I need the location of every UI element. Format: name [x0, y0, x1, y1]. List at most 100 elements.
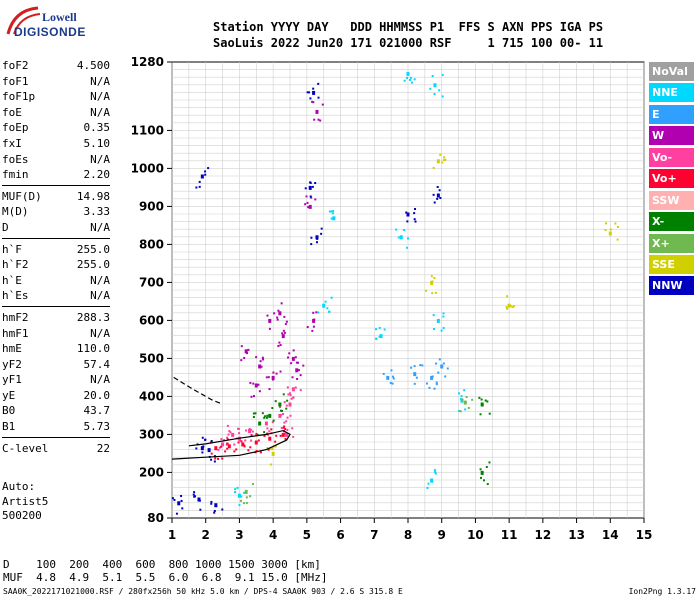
param-row: hmF1 N/A — [2, 326, 110, 342]
echo-point-nne — [410, 81, 413, 84]
param-value: 5.73 — [83, 420, 111, 434]
file-info-footer: SAA0K_2022171021000.RSF / 280fx256h 50 k… — [3, 587, 403, 596]
echo-point-nnw — [201, 451, 204, 454]
echo-point-w — [278, 341, 281, 344]
legend-item-nne: NNE — [649, 83, 694, 103]
legend-item-noval: NoVal — [649, 62, 694, 81]
param-row: fxI 5.10 — [2, 136, 110, 152]
echo-point-nne — [324, 300, 327, 303]
echo-point-vo- — [290, 397, 293, 400]
echo-point-w — [312, 101, 315, 104]
param-separator — [2, 305, 110, 307]
echo-point-nnw — [413, 218, 416, 221]
echo-point-nne — [330, 217, 333, 220]
echo-point-vo- — [266, 427, 269, 430]
param-value: 0.35 — [83, 121, 111, 135]
echo-point-sse — [608, 231, 612, 236]
echo-point-x- — [245, 496, 248, 499]
echo-point-nne — [429, 87, 432, 90]
header-line2: SaoLuis 2022 Jun20 171 021000 RSF 1 715 … — [213, 36, 604, 50]
echo-point-vo- — [244, 439, 247, 442]
y-tick-label: 300 — [139, 427, 164, 441]
echo-point-w — [245, 350, 248, 353]
echo-point-nnw — [199, 508, 202, 511]
echo-point-e — [431, 375, 434, 378]
echo-point-w — [279, 370, 282, 373]
echo-point-nnw — [171, 497, 174, 500]
param-name: fmin — [2, 168, 29, 182]
echo-point-vo- — [286, 386, 289, 389]
echo-point-vo- — [282, 413, 285, 416]
echo-point-w — [306, 201, 309, 204]
echo-point-sse — [272, 446, 275, 449]
echo-point-sse — [506, 295, 509, 298]
param-value: N/A — [90, 90, 110, 104]
echo-point-w — [250, 395, 253, 398]
echo-point-w — [269, 319, 272, 322]
x-tick-label: 9 — [438, 528, 446, 542]
echo-point-w — [268, 320, 271, 323]
y-tick-label: 1100 — [131, 123, 164, 137]
echo-point-w — [292, 349, 295, 352]
scaled-parameters-panel: foF2 4.500 foF1 N/A foF1p N/A foE N/A foEp 0.35 fx… — [2, 58, 110, 456]
echo-point-x- — [485, 465, 488, 468]
echo-point-nnw — [316, 237, 319, 240]
echo-point-vo- — [221, 442, 225, 447]
x-tick-label: 7 — [370, 528, 378, 542]
electron-density-profile — [171, 429, 291, 460]
echo-point-vo- — [279, 406, 282, 409]
param-value: N/A — [90, 289, 110, 303]
echo-point-w — [272, 378, 275, 381]
echo-point-vo- — [233, 450, 236, 453]
echo-point-nne — [237, 493, 241, 498]
echo-point-w — [287, 356, 290, 359]
echo-point-vo- — [221, 457, 224, 460]
echo-point-sse — [271, 448, 274, 451]
echo-point-w — [266, 314, 269, 317]
echo-point-w — [272, 371, 275, 374]
echo-point-x- — [265, 416, 268, 419]
echo-point-w — [295, 368, 299, 373]
echo-point-nne — [441, 95, 444, 98]
echo-point-vo- — [226, 447, 229, 450]
echo-point-nne — [397, 236, 400, 239]
echo-point-x- — [486, 483, 489, 486]
legend-item-x-: X- — [649, 212, 694, 232]
param-row: B0 43.7 — [2, 403, 110, 419]
param-row: D N/A — [2, 220, 110, 236]
echo-point-nne — [328, 310, 331, 313]
y-tick-label: 900 — [139, 199, 164, 213]
param-name: yF1 — [2, 373, 22, 387]
echo-point-nnw — [201, 436, 204, 439]
echo-point-nnw — [310, 243, 313, 246]
echo-point-vo- — [226, 436, 229, 439]
echo-point-nnw — [436, 185, 439, 188]
echo-point-nne — [409, 76, 412, 79]
param-name: foF2 — [2, 59, 29, 72]
echo-point-w — [247, 348, 250, 351]
echo-point-w — [240, 359, 243, 362]
echo-point-vo- — [255, 432, 258, 435]
echo-point-e — [437, 371, 440, 374]
echo-point-vo- — [214, 457, 217, 460]
param-value: N/A — [90, 326, 110, 340]
param-value: 14.98 — [76, 189, 110, 203]
echo-point-vo- — [220, 437, 223, 440]
param-row: MUF(D) 14.98 — [2, 189, 110, 205]
echo-point-nnw — [213, 460, 216, 463]
echo-point-nne — [459, 398, 462, 401]
echo-point-sse — [430, 280, 434, 285]
echo-point-nne — [378, 326, 381, 329]
param-value: 3.33 — [83, 205, 111, 219]
echo-point-nne — [431, 480, 434, 483]
echo-point-nnw — [433, 201, 436, 204]
param-value: 57.4 — [83, 357, 111, 371]
echo-point-vo- — [254, 440, 258, 445]
echo-point-nne — [330, 296, 333, 299]
echo-point-w — [282, 329, 285, 332]
echo-point-nnw — [308, 185, 312, 190]
echo-point-nnw — [180, 499, 183, 502]
echo-point-vo- — [288, 392, 291, 395]
echo-point-e — [433, 387, 436, 390]
echo-point-vo- — [226, 424, 229, 427]
